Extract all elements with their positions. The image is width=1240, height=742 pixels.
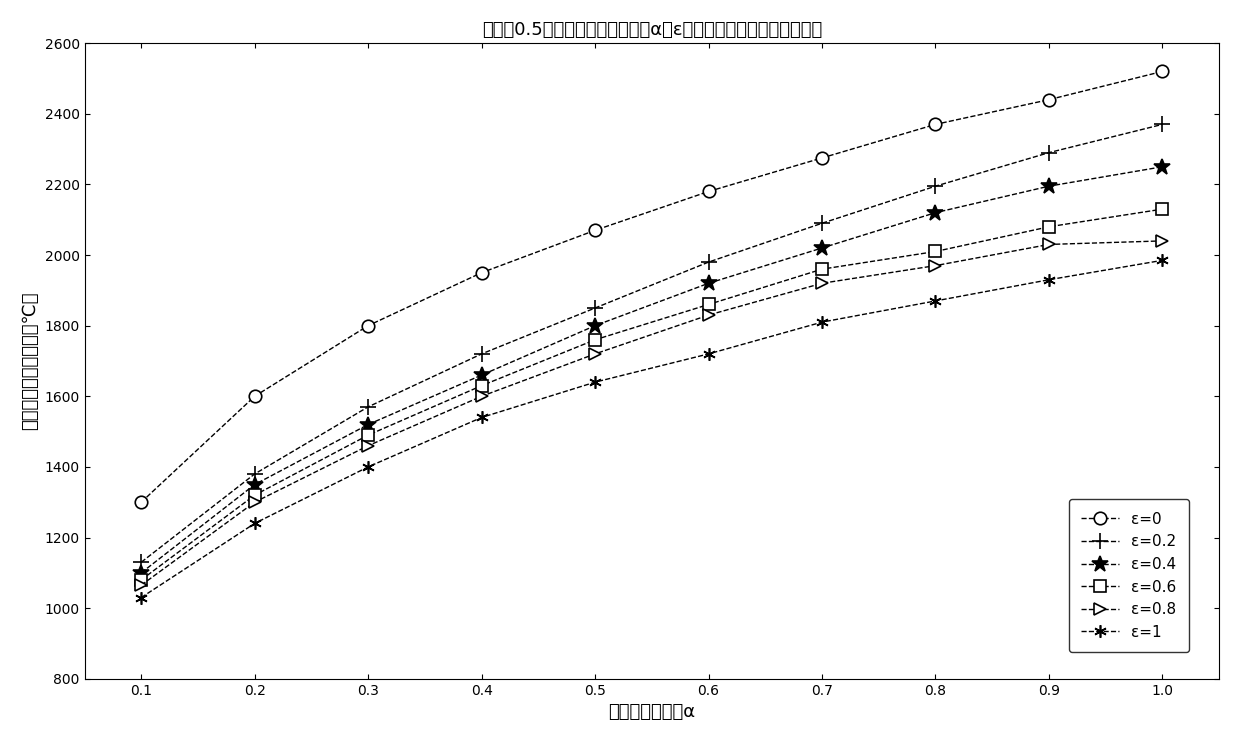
ε=0.8: [1042, 240, 1056, 249]
ε=0: [361, 321, 376, 330]
ε=0: [1154, 67, 1169, 76]
ε=0.6: [361, 430, 376, 439]
Line: ε=0.6: ε=0.6: [135, 203, 1168, 585]
ε=1: [361, 462, 376, 471]
ε=0.8: [701, 311, 715, 320]
ε=0.8: [247, 498, 262, 507]
ε=1: [247, 519, 262, 528]
ε=0: [474, 268, 489, 277]
ε=1: [134, 593, 149, 602]
ε=0.8: [928, 261, 942, 270]
ε=1: [1154, 256, 1169, 265]
Y-axis label: 热防护缩的平衡温度（℃）: 热防护缩的平衡温度（℃）: [21, 292, 38, 430]
ε=0.8: [815, 279, 830, 288]
ε=0.6: [701, 300, 715, 309]
ε=0.8: [1154, 237, 1169, 246]
ε=0.6: [588, 335, 603, 344]
ε=0: [588, 226, 603, 234]
ε=0.2: [588, 303, 603, 312]
ε=1: [588, 378, 603, 387]
ε=0.2: [134, 558, 149, 567]
ε=0.2: [1042, 148, 1056, 157]
ε=0: [701, 187, 715, 196]
ε=0.6: [134, 576, 149, 585]
ε=1: [701, 349, 715, 358]
ε=0.4: [815, 243, 830, 252]
ε=0.2: [247, 470, 262, 479]
ε=0.4: [701, 279, 715, 288]
ε=0.2: [701, 257, 715, 266]
Line: ε=0: ε=0: [135, 65, 1168, 508]
ε=0.2: [815, 219, 830, 228]
ε=0.8: [361, 441, 376, 450]
ε=0.6: [1042, 223, 1056, 232]
ε=0.4: [928, 209, 942, 217]
ε=0.4: [361, 420, 376, 429]
ε=0.4: [134, 568, 149, 577]
ε=0.6: [247, 490, 262, 499]
ε=0.8: [134, 581, 149, 590]
ε=1: [815, 318, 830, 326]
ε=0: [1042, 95, 1056, 104]
ε=0.4: [474, 371, 489, 380]
ε=0.4: [247, 480, 262, 489]
Line: ε=0.8: ε=0.8: [135, 234, 1168, 591]
ε=0.6: [1154, 205, 1169, 214]
ε=1: [928, 297, 942, 306]
ε=0.2: [1154, 120, 1169, 129]
ε=0.6: [928, 247, 942, 256]
ε=1: [474, 413, 489, 422]
ε=0: [134, 498, 149, 507]
ε=0.4: [1154, 162, 1169, 171]
ε=0.4: [1042, 182, 1056, 191]
ε=0.2: [361, 402, 376, 411]
Line: ε=0.4: ε=0.4: [133, 159, 1171, 581]
ε=0.2: [474, 349, 489, 358]
Line: ε=0.2: ε=0.2: [133, 116, 1171, 571]
ε=0: [247, 392, 262, 401]
ε=0.4: [588, 321, 603, 330]
Legend: ε=0, ε=0.2, ε=0.4, ε=0.6, ε=0.8, ε=1: ε=0, ε=0.2, ε=0.4, ε=0.6, ε=0.8, ε=1: [1069, 499, 1189, 652]
X-axis label: 太阳辐射吸收率α: 太阳辐射吸收率α: [609, 703, 696, 721]
Line: ε=1: ε=1: [135, 254, 1168, 604]
ε=1: [1042, 275, 1056, 284]
ε=0.2: [928, 182, 942, 191]
ε=0.6: [815, 265, 830, 274]
Title: 距日心0.5倍太阳半径轨道处不同α和ε的热防护缩平衡温度变化曲线: 距日心0.5倍太阳半径轨道处不同α和ε的热防护缩平衡温度变化曲线: [481, 21, 822, 39]
ε=0.8: [474, 392, 489, 401]
ε=0: [815, 154, 830, 162]
ε=0.6: [474, 381, 489, 390]
ε=0.8: [588, 349, 603, 358]
ε=0: [928, 120, 942, 129]
